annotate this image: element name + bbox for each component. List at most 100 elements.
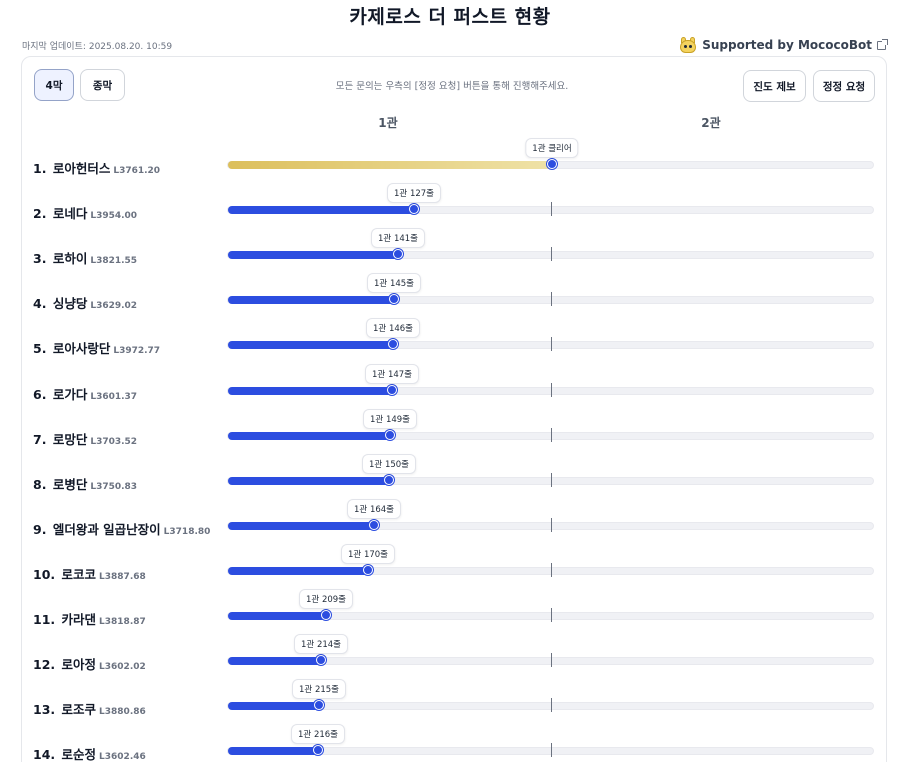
progress-track: 1관 150줄 <box>227 453 874 487</box>
progress-track: 1관 145줄 <box>227 273 874 307</box>
progress-marker <box>384 474 394 485</box>
progress-fill <box>228 747 318 756</box>
gate-divider <box>551 517 552 532</box>
progress-fill <box>228 161 552 169</box>
progress-bar: 1관 141줄 <box>22 228 888 291</box>
guild-rank: 1. <box>33 161 47 176</box>
guild-name: 로아사랑단 <box>52 341 111 357</box>
progress-report-button[interactable]: 진도 제보 <box>743 70 806 102</box>
guild-rank: 7. <box>33 431 47 447</box>
guild-rank: 13. <box>33 702 56 718</box>
gate-divider <box>551 608 552 622</box>
progress-tooltip: 1관 209줄 <box>299 589 353 609</box>
guild-row: 4. 싱냥당 L3629.02 1관 145줄 <box>22 273 888 336</box>
progress-fill <box>228 206 414 215</box>
progress-tooltip: 1관 164줄 <box>347 498 401 519</box>
progress-track: 1관 209줄 <box>227 589 874 622</box>
guild-rank: 4. <box>33 296 47 312</box>
guild-name: 로네다 <box>52 206 88 222</box>
guild-level: L3718.80 <box>163 526 211 537</box>
guild-name: 로가다 <box>52 386 88 402</box>
guild-name: 싱냥당 <box>52 296 88 312</box>
progress-fill <box>228 296 394 305</box>
guild-level: L3972.77 <box>113 346 161 357</box>
progress-fill <box>228 702 319 711</box>
progress-marker <box>363 564 373 575</box>
progress-track: 1관 149줄 <box>227 408 874 442</box>
guild-rank: 9. <box>33 521 47 537</box>
progress-tooltip: 1관 145줄 <box>367 273 421 294</box>
guild-level: L3887.68 <box>99 571 146 582</box>
tab-act-4[interactable]: 4막 <box>34 69 74 101</box>
notice-text: 모든 문의는 우측의 [정정 요청] 버튼을 통해 진행해주세요. <box>335 81 569 92</box>
guild-label: 8. 로병단 L3750.83 <box>33 474 137 493</box>
gate-divider <box>551 743 552 758</box>
tab-final-act[interactable]: 종막 <box>80 69 125 101</box>
progress-bar: 1관 164줄 <box>22 498 888 562</box>
progress-marker <box>369 519 379 530</box>
progress-fill <box>228 251 398 260</box>
supported-by-text: Supported by MococoBot <box>702 38 872 52</box>
progress-track: 1관 141줄 <box>227 228 874 262</box>
progress-tooltip: 1관 170줄 <box>341 543 395 564</box>
guild-level: L3821.55 <box>90 256 138 267</box>
gate-divider <box>551 202 552 217</box>
guild-name: 카라댄 <box>61 612 97 627</box>
last-updated: 마지막 업데이트: 2025.08.20. 10:59 <box>22 39 175 52</box>
column-gate-1: 1관 <box>378 116 398 130</box>
guild-name: 로아정 <box>61 657 97 673</box>
progress-bar: 1관 215줄 <box>22 679 888 742</box>
guild-rank: 12. <box>33 657 56 673</box>
guild-label: 9. 엘더왕과 일곱난장이 L3718.80 <box>33 519 210 538</box>
progress-marker <box>385 429 395 440</box>
guild-name: 엘더왕과 일곱난장이 <box>52 521 161 537</box>
progress-marker <box>388 339 398 350</box>
guild-rank: 11. <box>33 612 56 627</box>
last-updated-value: 2025.08.20. 10:59 <box>88 42 173 52</box>
correction-request-button[interactable]: 정정 요청 <box>813 70 875 102</box>
guild-name: 로코코 <box>61 566 97 582</box>
guild-level: L3818.87 <box>99 617 146 627</box>
progress-marker <box>316 655 326 666</box>
guild-row: 1. 로아헌터스 L3761.20 1관 클리어 <box>22 138 888 201</box>
guild-label: 6. 로가다 L3601.37 <box>33 384 137 403</box>
supported-by-link[interactable]: Supported by MococoBot <box>679 37 888 53</box>
progress-track: 1관 146줄 <box>227 318 874 352</box>
progress-tooltip: 1관 214줄 <box>294 634 348 655</box>
last-updated-label: 마지막 업데이트: <box>22 42 86 52</box>
guild-level: L3761.20 <box>113 166 161 176</box>
guild-rank: 10. <box>33 566 56 582</box>
guild-label: 1. 로아헌터스 L3761.20 <box>33 158 160 177</box>
guild-row: 5. 로아사랑단 L3972.77 1관 146줄 <box>22 318 888 381</box>
gate-divider <box>551 653 552 668</box>
page-title: 카제로스 더 퍼스트 현황 <box>349 6 551 28</box>
progress-bar: 1관 클리어 <box>22 138 888 201</box>
guild-level: L3750.83 <box>90 481 138 492</box>
progress-bar: 1관 146줄 <box>22 318 888 381</box>
gate-divider <box>551 292 552 307</box>
progress-fill <box>228 657 321 666</box>
progress-track: 1관 215줄 <box>227 679 874 713</box>
progress-marker <box>313 745 323 756</box>
guild-name: 로병단 <box>52 476 88 492</box>
progress-tooltip: 1관 146줄 <box>366 318 420 339</box>
progress-card: 4막 종막 모든 문의는 우측의 [정정 요청] 버튼을 통해 진행해주세요. … <box>21 56 887 762</box>
progress-fill <box>228 566 368 575</box>
progress-fill <box>228 476 389 485</box>
progress-tooltip: 1관 127줄 <box>387 183 441 204</box>
progress-bar: 1관 170줄 <box>22 543 888 607</box>
progress-fill <box>228 431 390 440</box>
progress-track: 1관 216줄 <box>227 724 874 758</box>
progress-bar: 1관 209줄 <box>22 589 888 652</box>
guild-name: 로망단 <box>52 431 88 447</box>
guild-level: L3880.86 <box>99 707 146 718</box>
gate-divider <box>551 698 552 713</box>
guild-row: 9. 엘더왕과 일곱난장이 L3718.80 1관 164줄 <box>22 498 888 562</box>
guild-level: L3602.46 <box>99 752 146 762</box>
progress-track: 1관 클리어 <box>227 138 874 169</box>
guild-name: 로조쿠 <box>61 702 97 718</box>
progress-tooltip: 1관 150줄 <box>362 453 416 474</box>
guild-level: L3703.52 <box>90 436 138 447</box>
external-link-icon <box>877 38 888 50</box>
progress-fill <box>228 521 374 530</box>
